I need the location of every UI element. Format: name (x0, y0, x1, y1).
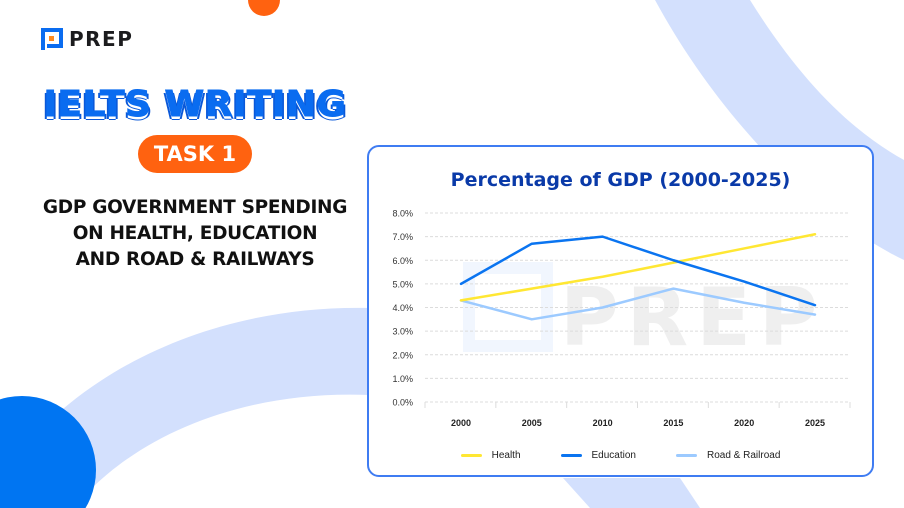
legend-label: Health (491, 450, 521, 461)
x-tick-label: 2010 (593, 418, 613, 428)
subtitle: GDP GOVERNMENT SPENDING ON HEALTH, EDUCA… (20, 195, 370, 273)
x-tick-label: 2005 (522, 418, 542, 428)
subtitle-line-1: GDP GOVERNMENT SPENDING (42, 197, 348, 218)
decor-band-bottom-center (563, 478, 700, 508)
legend-item: Road & Railroad (676, 450, 780, 461)
task-badge: TASK 1 (137, 135, 253, 173)
main-title: IELTS WRITING (43, 84, 347, 126)
x-tick-label: 2025 (805, 418, 825, 428)
legend-item: Health (460, 450, 521, 461)
y-tick-label: 7.0% (392, 232, 413, 242)
series-line-education (459, 235, 817, 307)
chart-legend: Health Education Road & Railroad (369, 450, 872, 461)
decor-circle-orange (248, 0, 280, 16)
y-tick-label: 5.0% (392, 279, 413, 289)
x-tick-label: 2020 (734, 418, 754, 428)
chart-title: Percentage of GDP (2000-2025) (450, 169, 791, 191)
legend-label: Education (591, 450, 636, 461)
chart-card: Percentage of GDP (2000-2025) PREP 0.0% 1.… (367, 145, 874, 477)
y-tick-label: 1.0% (392, 374, 413, 384)
legend-swatch (460, 454, 482, 457)
decor-arc-bottom (40, 307, 370, 490)
watermark-logo (463, 262, 553, 352)
y-tick-label: 6.0% (392, 256, 413, 266)
series-line-road-railroad (459, 287, 817, 321)
prep-logo: PREP (41, 27, 133, 51)
decor-circle-blue (0, 396, 96, 508)
series-line-health (459, 233, 817, 302)
subtitle-line-3: AND ROAD & RAILWAYS (75, 249, 315, 270)
legend-swatch (676, 454, 697, 457)
subtitle-line-2: ON HEALTH, EDUCATION (72, 223, 318, 244)
logo-text: PREP (69, 27, 134, 51)
prep-logo-icon (41, 28, 63, 50)
title-panel: IELTS WRITING TASK 1 GDP GOVERNMENT SPEN… (20, 82, 370, 273)
y-tick-label: 0.0% (392, 398, 413, 408)
y-tick-label: 4.0% (392, 303, 413, 313)
legend-label: Road & Railroad (707, 450, 781, 461)
y-tick-label: 3.0% (392, 327, 413, 337)
watermark-text: PREP (560, 271, 826, 364)
y-tick-label: 8.0% (392, 209, 413, 219)
y-tick-label: 2.0% (392, 350, 413, 360)
legend-swatch (560, 454, 582, 457)
x-tick-label: 2000 (451, 418, 471, 428)
line-chart: PREP 0.0% 1.0% 2.0% 3.0% 4.0% 5.0% 6.0% 7.0% 8.0%… (392, 209, 851, 428)
legend-item: Education (560, 450, 636, 461)
x-tick-label: 2015 (663, 418, 683, 428)
